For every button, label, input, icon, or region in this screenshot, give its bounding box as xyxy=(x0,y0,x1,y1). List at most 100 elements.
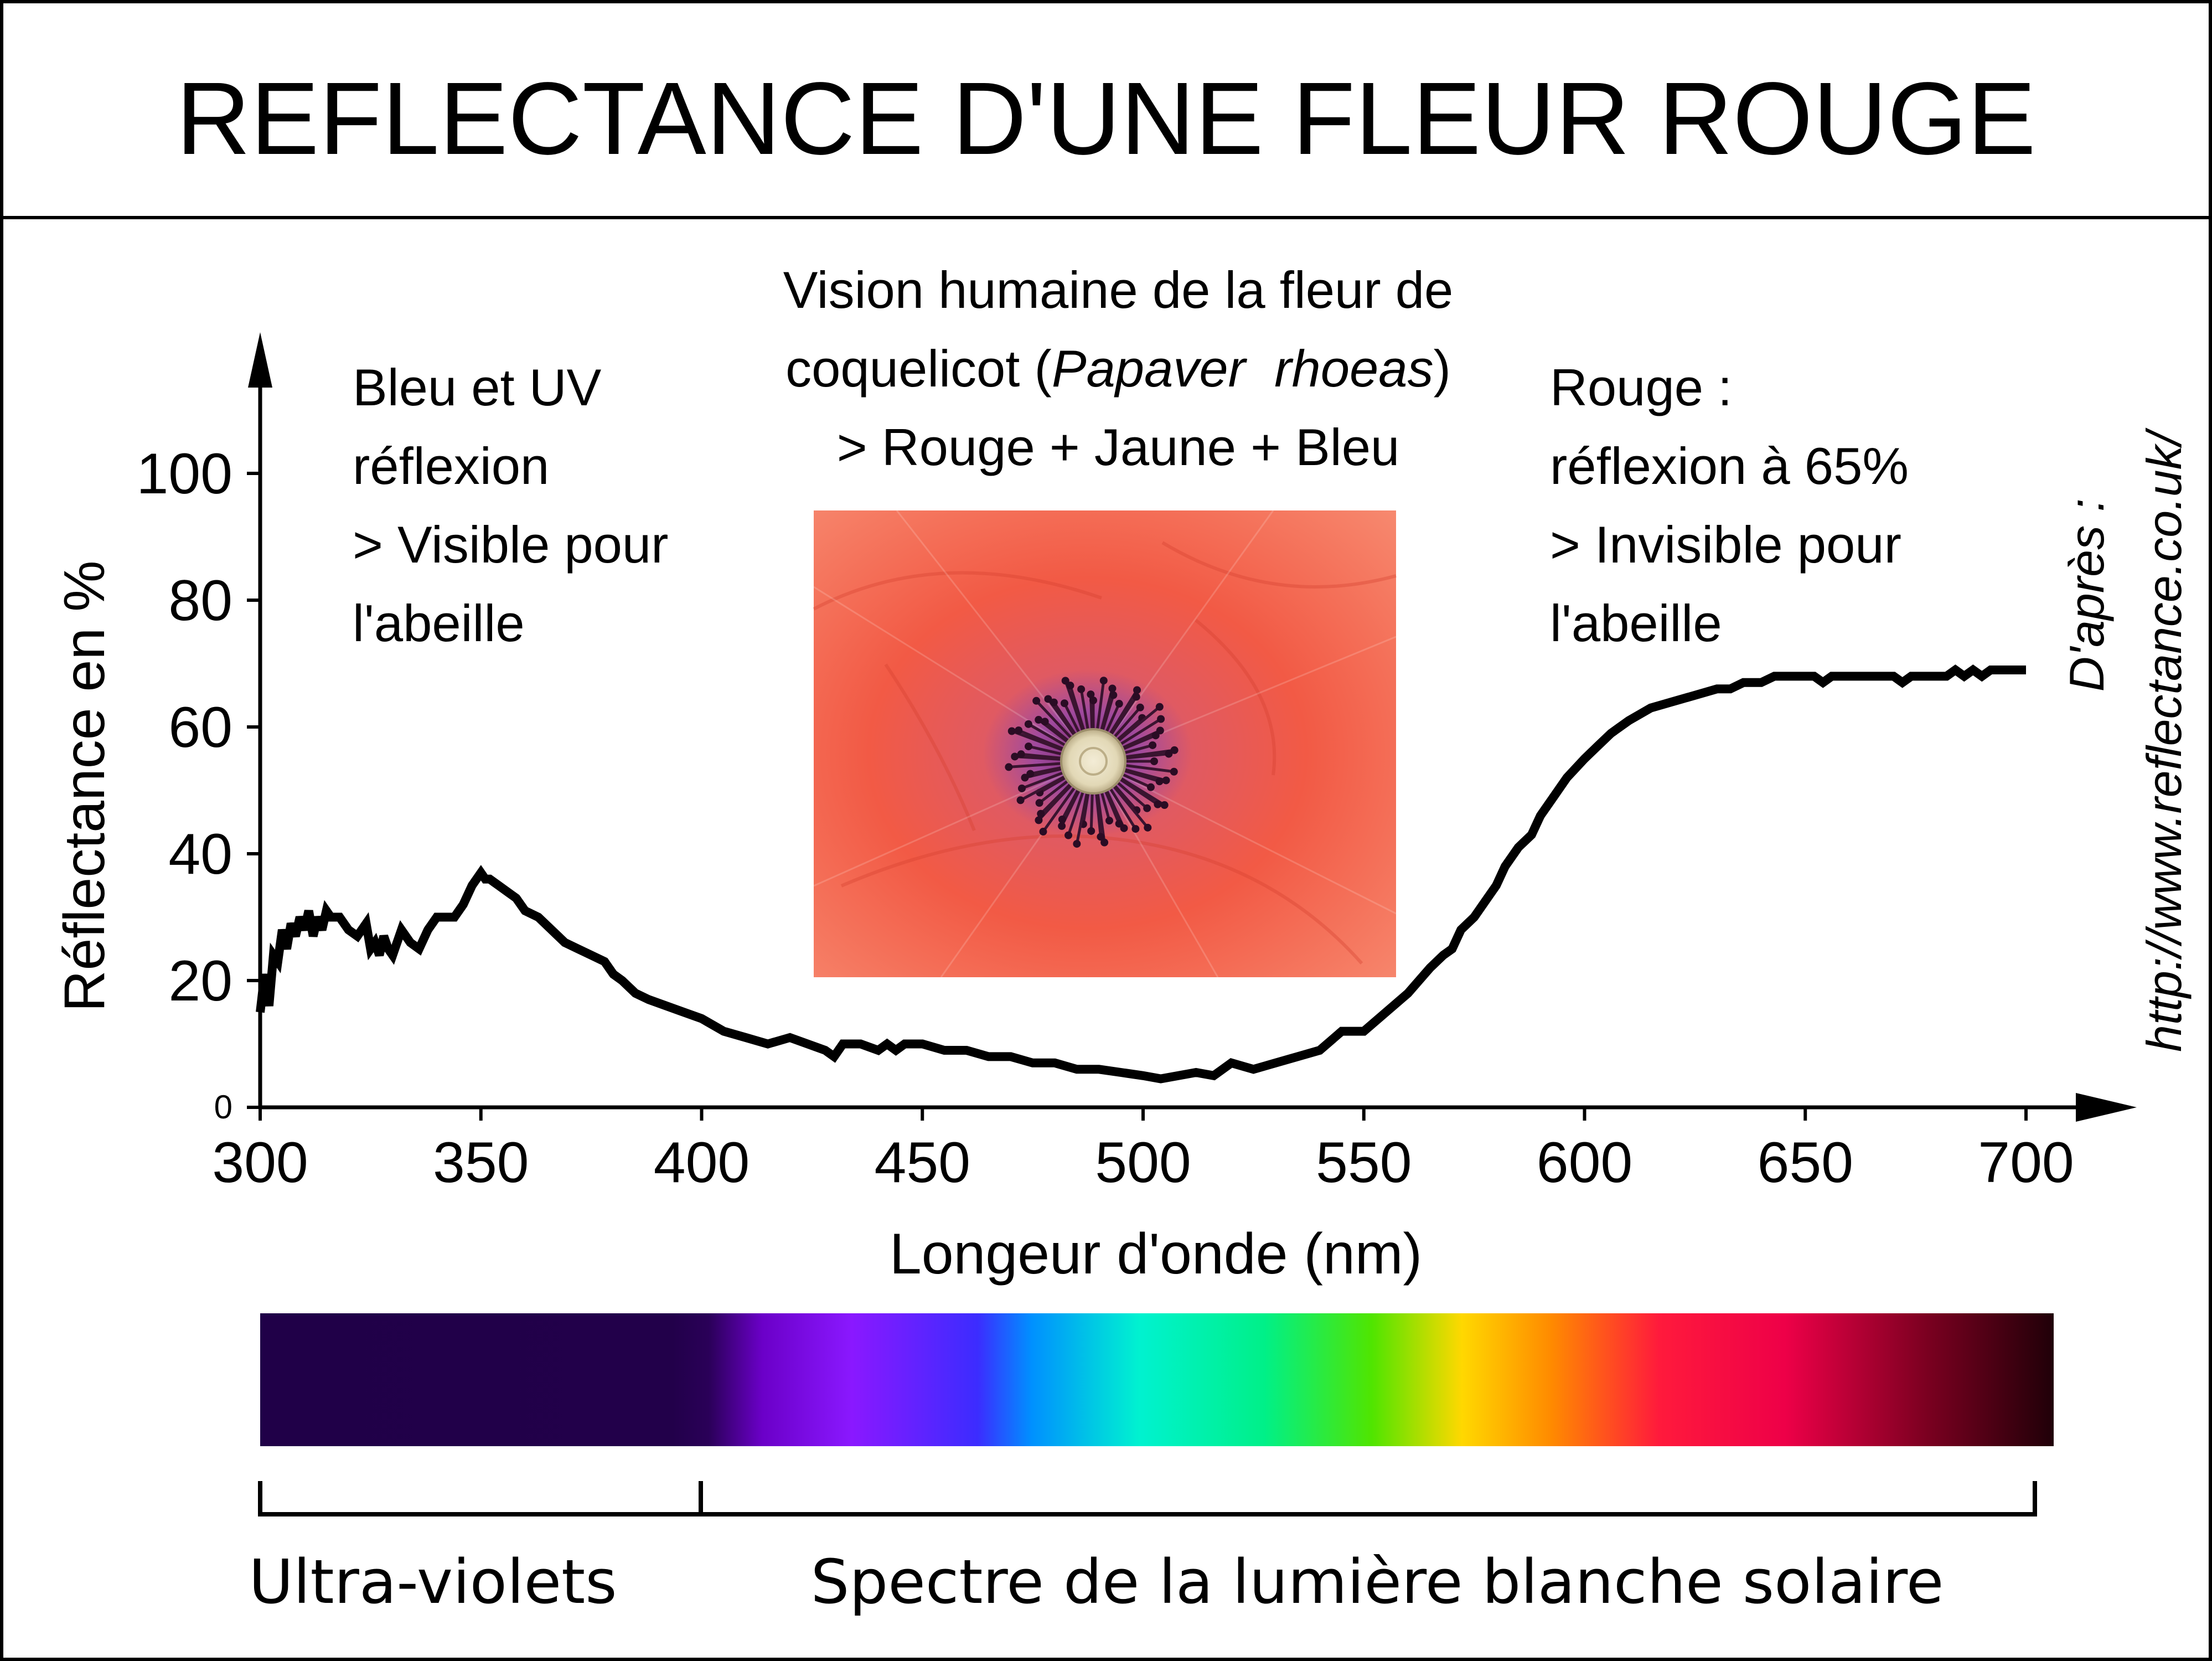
stamen-filament xyxy=(1126,764,1175,773)
stamen-anther xyxy=(1160,801,1169,809)
stamen-anther xyxy=(1077,685,1086,693)
stamen-filament xyxy=(1063,703,1080,733)
stamen-anther xyxy=(1087,690,1095,699)
stamen-anther xyxy=(1039,828,1047,836)
page-title: REFLECTANCE D'UNE FLEUR ROUGE xyxy=(176,61,2036,176)
annotation-left-line: > Visible pour xyxy=(353,515,668,574)
annotation-left-line: réflexion xyxy=(353,437,549,495)
y-axis-arrow-icon xyxy=(248,332,272,388)
y-tick-label: 80 xyxy=(168,569,232,633)
stamen-filament xyxy=(1124,770,1160,783)
stamen-anther xyxy=(1044,695,1052,703)
stamen-anther xyxy=(1016,796,1025,804)
stamen-anther xyxy=(1041,718,1049,726)
spectrum-bar xyxy=(260,1313,2054,1446)
x-tick-label: 700 xyxy=(1978,1131,2074,1195)
annotation-right-line: réflexion à 65% xyxy=(1550,437,1909,495)
stamen-anther xyxy=(1132,693,1140,701)
stamen-anther xyxy=(1133,686,1141,694)
stamen-filament xyxy=(1067,792,1084,836)
poppy-seed-head-disc xyxy=(1079,747,1108,776)
stamen-anther xyxy=(1005,763,1013,771)
stamen-filament xyxy=(1079,689,1089,729)
stamen-anther xyxy=(1109,691,1118,699)
stamen-filament xyxy=(1114,706,1141,737)
stamen-anther xyxy=(1015,726,1023,735)
stamen-filament xyxy=(1038,780,1068,804)
y-tick-label: 20 xyxy=(168,949,232,1013)
spectrum: Ultra-violets Spectre de la lumière blan… xyxy=(249,1313,2054,1617)
visible-bracket xyxy=(701,1481,2037,1516)
stamen-anther xyxy=(1087,827,1095,835)
x-tick-label: 450 xyxy=(874,1131,970,1195)
x-tick-label: 400 xyxy=(654,1131,750,1195)
stamen-filament xyxy=(1114,785,1138,811)
source-line2: http://www.reflectance.co.uk/ xyxy=(2137,427,2192,1052)
stamen-anther xyxy=(1060,699,1068,708)
stamen-anther xyxy=(1157,715,1165,723)
stamen-anther xyxy=(1151,731,1160,740)
y-tick-label: 100 xyxy=(136,442,232,506)
stamen-filament xyxy=(1100,793,1111,821)
stamen-filament xyxy=(1011,730,1063,751)
source-credit: D'après : http://www.reflectance.co.uk/ xyxy=(2059,427,2192,1052)
stamen-filament xyxy=(1125,744,1153,754)
spectrum-brackets xyxy=(258,1481,2037,1516)
stamen-filament xyxy=(1044,720,1069,741)
annotation-right-line: Rouge : xyxy=(1550,358,1732,416)
visible-label: Spectre de la lumière blanche solaire xyxy=(811,1546,1944,1617)
stamen-anther xyxy=(1011,752,1019,761)
chart: 0 20 40 60 80 100 300 350 400 450 500 550 600 650 700… xyxy=(53,332,2137,1286)
stamen-anther xyxy=(1097,833,1105,841)
stamen-anther xyxy=(1105,817,1114,825)
stamen-anther xyxy=(1100,838,1109,847)
stamen-anther xyxy=(1026,770,1035,778)
x-tick-label: 650 xyxy=(1757,1131,1853,1195)
stamen-filament xyxy=(1118,705,1161,741)
poppy-photo xyxy=(813,510,1397,978)
stamen-anther xyxy=(1061,677,1069,685)
stamen-filament xyxy=(1089,794,1094,832)
stamen-filament xyxy=(1113,786,1149,829)
stamen-filament xyxy=(1105,703,1121,732)
stamen-anther xyxy=(1115,700,1123,708)
stamen-anther xyxy=(1156,726,1164,735)
y-axis-label: Réflectance en % xyxy=(53,560,117,1012)
stamen-anther xyxy=(1017,784,1026,792)
uv-bracket xyxy=(258,1481,703,1516)
stamen-filament xyxy=(1117,716,1143,741)
stamen-filament xyxy=(1120,778,1159,806)
annotation-left-line: Bleu et UV xyxy=(353,358,602,416)
stamen-filament xyxy=(1042,787,1076,833)
stamen-anther xyxy=(1089,697,1097,704)
uv-label: Ultra-violets xyxy=(249,1546,617,1617)
annotation-center-line2: coquelicot (Papaver rhoeas) xyxy=(785,339,1451,398)
stamen-filament xyxy=(1028,745,1062,755)
stamen-anther xyxy=(1136,703,1144,711)
stamen-anther xyxy=(1035,716,1043,724)
annotation-center-line1: Vision humaine de la fleur de xyxy=(783,261,1454,319)
stamen-filament xyxy=(1039,777,1066,794)
stamen-anther xyxy=(1064,831,1073,839)
annotation-center-line3: > Rouge + Jaune + Bleu xyxy=(837,418,1400,476)
y-tick-label: 60 xyxy=(168,695,232,760)
stamen-filament xyxy=(1120,718,1162,745)
stamen-filament xyxy=(1021,752,1061,760)
stamen-anther xyxy=(1099,677,1108,685)
stamen-anther xyxy=(1170,746,1179,754)
stamen-anther xyxy=(1108,684,1117,693)
stamen-anther xyxy=(1131,825,1140,833)
stamen-filament xyxy=(1110,696,1138,735)
annotation-right: Rouge : réflexion à 65% > Invisible pour… xyxy=(1550,358,1909,652)
x-tick-label: 550 xyxy=(1316,1131,1412,1195)
stamen-filament xyxy=(1096,680,1105,729)
annotation-right-line: l'abeille xyxy=(1550,594,1722,652)
annotation-left: Bleu et UV réflexion > Visible pour l'ab… xyxy=(353,358,668,652)
series-line xyxy=(256,664,2026,1084)
y-tick-label: 0 xyxy=(214,1089,232,1126)
stamen-filament xyxy=(1075,793,1088,844)
x-ticks: 300 350 400 450 500 550 600 650 700 xyxy=(212,1107,2074,1195)
poppy-stamens xyxy=(1005,677,1179,848)
